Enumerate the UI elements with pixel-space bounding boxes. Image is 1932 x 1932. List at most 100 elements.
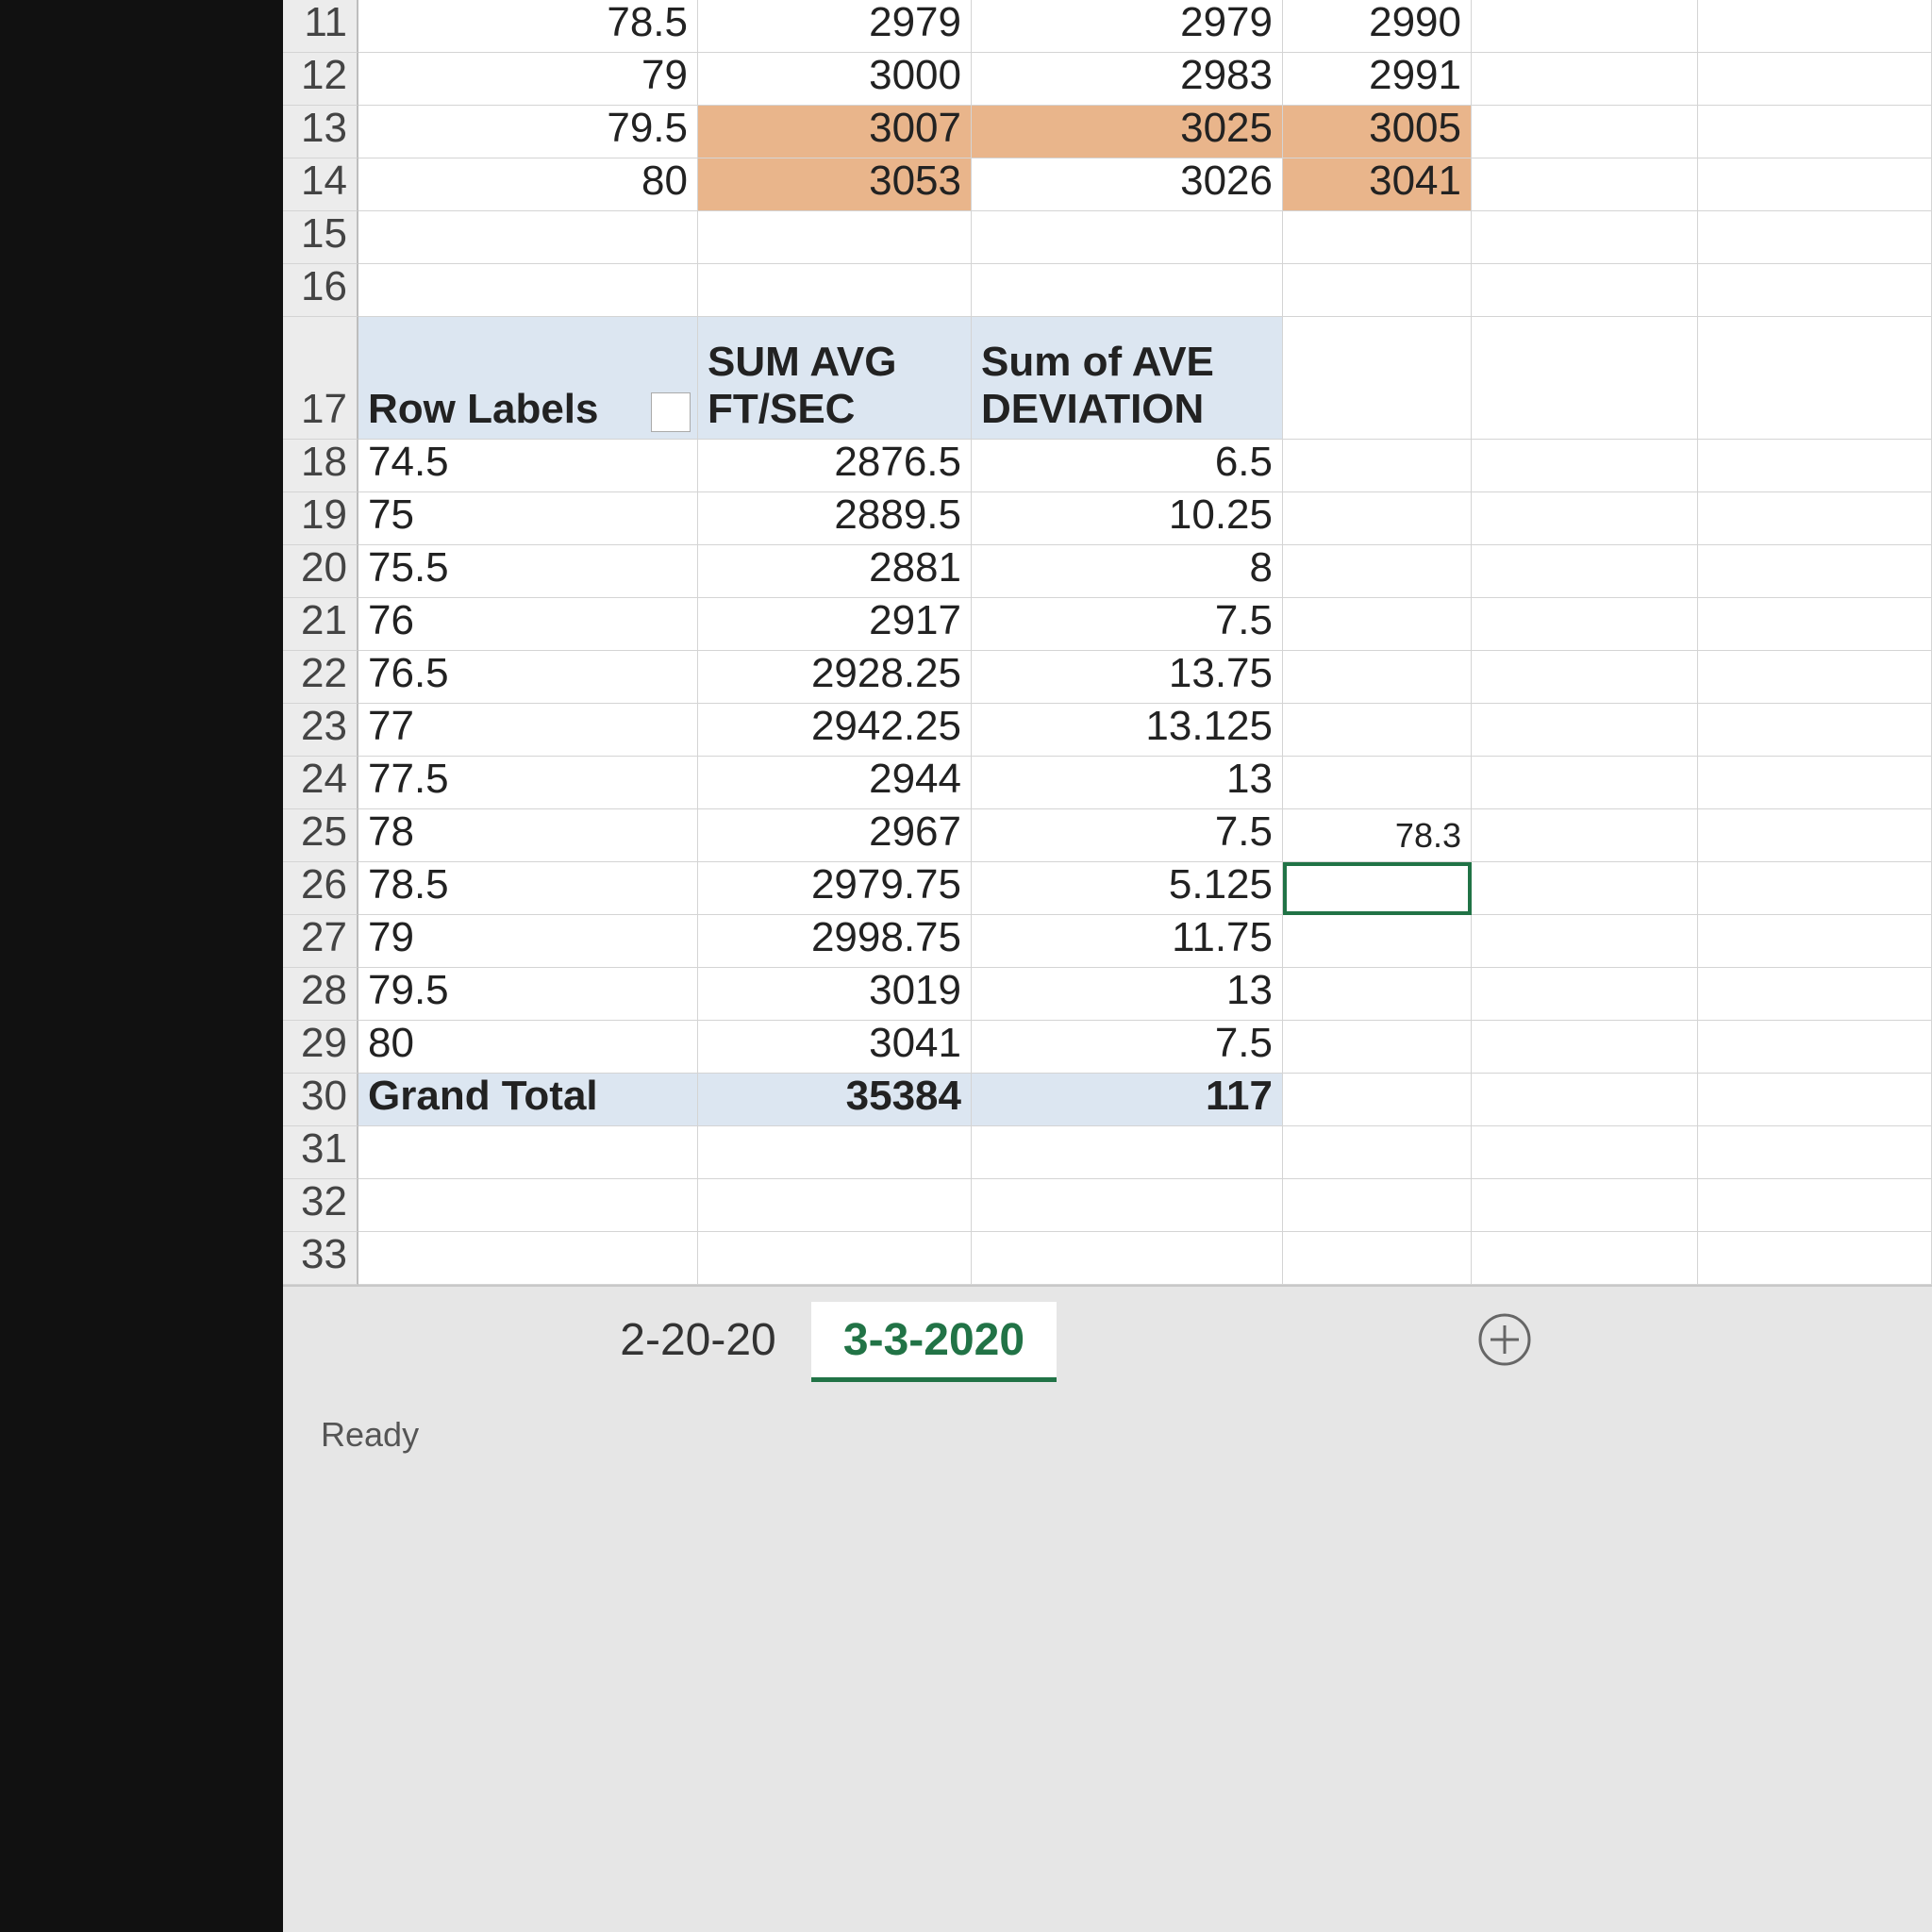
sheet-tab[interactable]: 2-20-20 bbox=[620, 1314, 776, 1365]
cell[interactable]: 6.5 bbox=[972, 439, 1283, 492]
cell[interactable] bbox=[1472, 0, 1698, 53]
cell[interactable] bbox=[1283, 211, 1472, 264]
cell[interactable] bbox=[1698, 968, 1932, 1021]
cell[interactable]: 3041 bbox=[698, 1020, 972, 1074]
cell[interactable] bbox=[972, 211, 1283, 264]
cell[interactable] bbox=[1472, 545, 1698, 598]
cell[interactable] bbox=[1283, 1232, 1472, 1285]
cell[interactable]: 79.5 bbox=[358, 967, 698, 1021]
cell[interactable] bbox=[1472, 492, 1698, 545]
cell[interactable] bbox=[698, 211, 972, 264]
cell[interactable] bbox=[1472, 968, 1698, 1021]
cell[interactable] bbox=[1698, 264, 1932, 317]
cell[interactable] bbox=[1283, 317, 1472, 440]
cell[interactable]: 13.125 bbox=[972, 703, 1283, 757]
cell[interactable]: 3019 bbox=[698, 967, 972, 1021]
cell[interactable] bbox=[1472, 704, 1698, 757]
filter-dropdown[interactable] bbox=[651, 392, 691, 432]
cell[interactable] bbox=[1283, 1179, 1472, 1232]
cell[interactable]: 13 bbox=[972, 756, 1283, 809]
grand-total[interactable]: 35384 bbox=[698, 1073, 972, 1126]
cell[interactable]: 3025 bbox=[972, 105, 1283, 158]
cell[interactable] bbox=[1472, 1074, 1698, 1126]
cell[interactable] bbox=[1472, 106, 1698, 158]
cell[interactable] bbox=[1283, 651, 1472, 704]
cell[interactable] bbox=[1283, 440, 1472, 492]
cell[interactable]: 13 bbox=[972, 967, 1283, 1021]
cell[interactable]: 2991 bbox=[1283, 52, 1472, 106]
cell[interactable]: 2979 bbox=[698, 0, 972, 53]
cell[interactable]: 3041 bbox=[1283, 158, 1472, 211]
cell[interactable]: 2917 bbox=[698, 597, 972, 651]
cell[interactable] bbox=[1283, 1074, 1472, 1126]
cell[interactable]: 80 bbox=[358, 158, 698, 211]
cell[interactable]: 79 bbox=[358, 914, 698, 968]
cell[interactable]: 79.5 bbox=[358, 105, 698, 158]
cell[interactable]: 3000 bbox=[698, 52, 972, 106]
cell[interactable]: 78 bbox=[358, 808, 698, 862]
cell[interactable] bbox=[1698, 598, 1932, 651]
cell[interactable]: 3005 bbox=[1283, 105, 1472, 158]
cell[interactable] bbox=[1283, 968, 1472, 1021]
cell[interactable] bbox=[1472, 915, 1698, 968]
cell[interactable] bbox=[698, 1179, 972, 1232]
cell[interactable] bbox=[1472, 651, 1698, 704]
cell[interactable]: 2979.75 bbox=[698, 861, 972, 915]
cell[interactable] bbox=[1472, 757, 1698, 809]
cell[interactable] bbox=[1472, 211, 1698, 264]
cell[interactable]: 78.3 bbox=[1283, 809, 1472, 862]
cell[interactable] bbox=[358, 264, 698, 317]
cell[interactable] bbox=[358, 211, 698, 264]
cell[interactable]: 75 bbox=[358, 491, 698, 545]
cell[interactable] bbox=[1472, 809, 1698, 862]
cell[interactable] bbox=[1283, 545, 1472, 598]
cell[interactable] bbox=[1283, 492, 1472, 545]
cell[interactable]: 2881 bbox=[698, 544, 972, 598]
cell[interactable] bbox=[1283, 915, 1472, 968]
cell[interactable]: 7.5 bbox=[972, 808, 1283, 862]
cell[interactable] bbox=[1472, 440, 1698, 492]
cell[interactable] bbox=[1698, 53, 1932, 106]
cell[interactable]: 2979 bbox=[972, 0, 1283, 53]
cell[interactable] bbox=[1698, 1074, 1932, 1126]
cell[interactable]: 10.25 bbox=[972, 491, 1283, 545]
sheet-tab[interactable]: 3-3-2020 bbox=[811, 1302, 1057, 1382]
cell[interactable] bbox=[972, 1179, 1283, 1232]
cell[interactable] bbox=[1698, 1179, 1932, 1232]
cell[interactable]: 2990 bbox=[1283, 0, 1472, 53]
cell[interactable] bbox=[358, 1126, 698, 1179]
cell[interactable] bbox=[1472, 158, 1698, 211]
cell[interactable] bbox=[1698, 862, 1932, 915]
cell[interactable]: 2983 bbox=[972, 52, 1283, 106]
cell[interactable] bbox=[1472, 53, 1698, 106]
cell[interactable] bbox=[1698, 545, 1932, 598]
cell[interactable]: 11.75 bbox=[972, 914, 1283, 968]
cell[interactable] bbox=[358, 1232, 698, 1285]
cell[interactable]: 2944 bbox=[698, 756, 972, 809]
cell[interactable] bbox=[1698, 704, 1932, 757]
cell[interactable]: 2942.25 bbox=[698, 703, 972, 757]
cell[interactable] bbox=[1698, 1232, 1932, 1285]
cell[interactable]: 8 bbox=[972, 544, 1283, 598]
cell[interactable]: 77 bbox=[358, 703, 698, 757]
cell[interactable] bbox=[1698, 492, 1932, 545]
cell[interactable] bbox=[1472, 598, 1698, 651]
cell[interactable] bbox=[1283, 757, 1472, 809]
cell[interactable] bbox=[1283, 1021, 1472, 1074]
cell[interactable]: 77.5 bbox=[358, 756, 698, 809]
cell[interactable] bbox=[1472, 1232, 1698, 1285]
cell[interactable] bbox=[1698, 915, 1932, 968]
cell[interactable] bbox=[972, 1232, 1283, 1285]
grand-total[interactable]: 117 bbox=[972, 1073, 1283, 1126]
cell[interactable]: 2889.5 bbox=[698, 491, 972, 545]
cell[interactable] bbox=[1698, 106, 1932, 158]
cell[interactable] bbox=[698, 1232, 972, 1285]
cell[interactable]: 7.5 bbox=[972, 597, 1283, 651]
cell[interactable] bbox=[1283, 1126, 1472, 1179]
cell[interactable]: 2876.5 bbox=[698, 439, 972, 492]
cell[interactable]: 2998.75 bbox=[698, 914, 972, 968]
cell[interactable] bbox=[1698, 1126, 1932, 1179]
cell[interactable]: 78.5 bbox=[358, 861, 698, 915]
cell[interactable]: 79 bbox=[358, 52, 698, 106]
cell[interactable] bbox=[1472, 1126, 1698, 1179]
